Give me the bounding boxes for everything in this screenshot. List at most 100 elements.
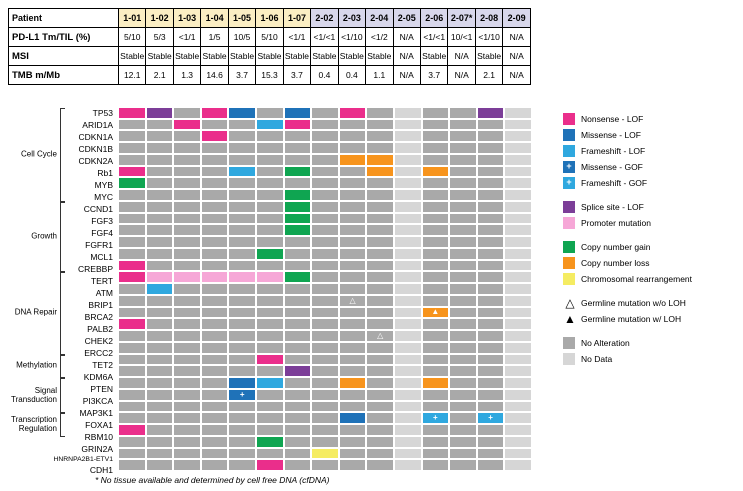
- grid-cell: [201, 190, 228, 200]
- grid-cell: [422, 448, 449, 459]
- grid-cell: [229, 190, 255, 200]
- grid-cell: [422, 154, 449, 165]
- grid-cell: [284, 401, 311, 412]
- group-label: DNA Repair: [14, 307, 57, 317]
- grid-cell: [284, 425, 311, 435]
- grid-cell: [284, 331, 311, 341]
- table-row-patient: Patient 1-01 1-02 1-03 1-04 1-05 1-06 1-07 2-02 2…: [8, 8, 531, 28]
- grid-cell: [229, 178, 255, 189]
- grid-cell: [312, 108, 338, 118]
- grid-cell: [339, 260, 366, 271]
- legend-item: + Frameshift - GOF: [563, 176, 647, 189]
- gene-label: MAP3K1: [79, 408, 113, 418]
- table-cell: 14.6: [200, 65, 229, 85]
- table-cell: 2.1: [145, 65, 174, 85]
- grid-cell: [146, 319, 173, 330]
- grid-cell: [312, 448, 338, 459]
- table-cell: 2-06: [419, 8, 449, 28]
- grid-cell: [367, 448, 393, 459]
- group-bracket: [60, 354, 65, 379]
- grid-cell: [284, 354, 311, 365]
- gene-label: BRIP1: [88, 300, 113, 310]
- grid-cell: [505, 319, 531, 330]
- grid-cell: [229, 448, 255, 459]
- grid-cell: [312, 213, 338, 224]
- table-cell: N/A: [502, 46, 531, 66]
- grid-cell: [312, 248, 338, 259]
- grid-cell: [450, 307, 476, 318]
- group-label: Growth: [31, 231, 57, 241]
- grid-cell: [505, 178, 531, 189]
- grid-cell: [367, 213, 393, 224]
- grid-cell: [505, 295, 531, 306]
- legend-label: Frameshift - LOF: [581, 145, 646, 156]
- grid-cell: [257, 425, 283, 435]
- grid-cell: [422, 119, 449, 130]
- grid-cell: [505, 190, 531, 200]
- grid-cell: [174, 131, 200, 142]
- grid-cell: [395, 225, 421, 236]
- grid-cell: [146, 307, 173, 318]
- grid-cell: [119, 331, 145, 341]
- grid-cell: [312, 190, 338, 200]
- grid-cell: [312, 436, 338, 447]
- grid-cell: [229, 436, 255, 447]
- grid-cell: [367, 178, 393, 189]
- grid-cell: [505, 143, 531, 153]
- grid-cell: [450, 284, 476, 294]
- grid-cell: [201, 389, 228, 400]
- gene-label: CHEK2: [84, 336, 113, 346]
- grid-cell: [450, 436, 476, 447]
- gene-label: RBM10: [84, 432, 113, 442]
- grid-cell: [367, 425, 393, 435]
- grid-cell: [284, 143, 311, 153]
- grid-cell: [174, 366, 200, 377]
- grid-cell: [284, 460, 311, 470]
- legend-label: Missense - LOF: [581, 129, 641, 140]
- grid-cell: [146, 143, 173, 153]
- grid-cell: [450, 237, 476, 247]
- grid-cell: [395, 260, 421, 271]
- table-cell: N/A: [502, 27, 531, 47]
- grid-cell: [146, 342, 173, 353]
- grid-cell: [367, 413, 393, 424]
- grid-cell: [201, 272, 228, 283]
- grid-cell: [450, 108, 476, 118]
- grid-cell: [174, 331, 200, 341]
- grid-cell: [174, 272, 200, 283]
- grid-cell: [201, 307, 228, 318]
- group-bracket: [60, 413, 65, 437]
- grid-cell: [367, 260, 393, 271]
- legend-swatch: [563, 352, 575, 365]
- grid-cell: [146, 119, 173, 130]
- grid-cell: [395, 331, 421, 341]
- grid-cell: [174, 119, 200, 130]
- grid-cell: [229, 154, 255, 165]
- grid-cell: [119, 201, 145, 212]
- grid-cell: [229, 425, 255, 435]
- grid-cell: [174, 201, 200, 212]
- legend-item: Missense - LOF: [563, 128, 641, 141]
- legend-swatch: +: [563, 160, 575, 173]
- grid-cell: [119, 389, 145, 400]
- grid-cell: [477, 190, 504, 200]
- grid-cell: [395, 366, 421, 377]
- grid-cell: [505, 413, 531, 424]
- grid-cell: [339, 284, 366, 294]
- grid-cell: [146, 354, 173, 365]
- grid-cell: [119, 284, 145, 294]
- grid-cell: [257, 366, 283, 377]
- table-cell: <1/10: [337, 27, 367, 47]
- legend-label: No Data: [581, 353, 613, 364]
- grid-cell: [367, 378, 393, 388]
- grid-cell: [119, 460, 145, 470]
- gene-label: MYB: [94, 180, 113, 190]
- grid-cell: [339, 166, 366, 177]
- grid-cell: [367, 319, 393, 330]
- grid-cell: [119, 295, 145, 306]
- grid-cell: [146, 413, 173, 424]
- grid-cell: [505, 436, 531, 447]
- grid-cell: [450, 119, 476, 130]
- grid-cell: [505, 389, 531, 400]
- grid-cell: [339, 190, 366, 200]
